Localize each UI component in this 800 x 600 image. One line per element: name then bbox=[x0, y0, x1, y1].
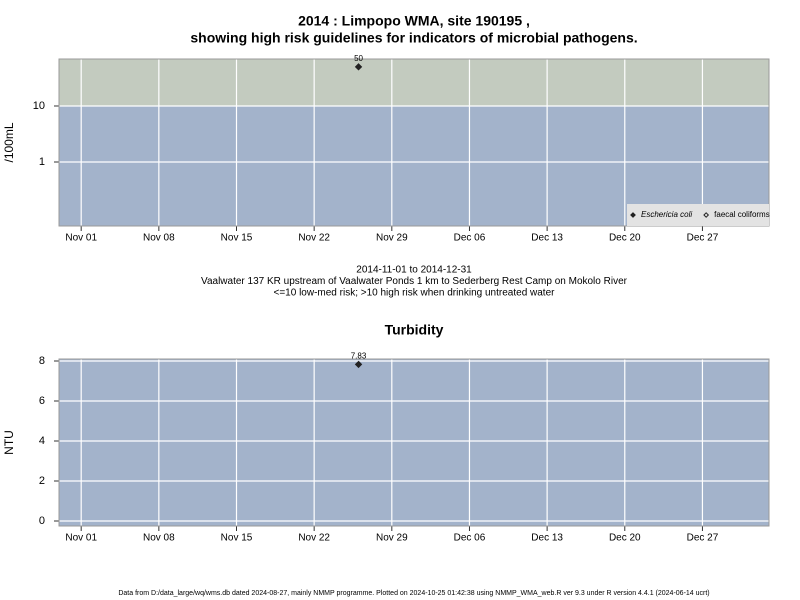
chart-title: Turbidity bbox=[385, 322, 444, 338]
plot-background bbox=[59, 359, 769, 526]
y-tick-label: 8 bbox=[39, 355, 45, 367]
x-tick-label: Dec 27 bbox=[687, 533, 719, 544]
data-point bbox=[354, 63, 363, 71]
x-tick-label: Dec 27 bbox=[687, 233, 719, 244]
data-label: 50 bbox=[354, 54, 363, 63]
x-tick-label: Dec 13 bbox=[531, 533, 563, 544]
x-tick-label: Dec 13 bbox=[531, 233, 563, 244]
high-risk-band bbox=[59, 59, 769, 106]
y-tick-label: 2 bbox=[39, 475, 45, 487]
x-tick-label: Nov 29 bbox=[376, 233, 408, 244]
legend-box bbox=[627, 204, 769, 226]
legend-label: Eschericia coli bbox=[641, 210, 692, 219]
x-tick-label: Nov 15 bbox=[221, 233, 253, 244]
x-tick-label: Nov 08 bbox=[143, 233, 175, 244]
subtitle: Vaalwater 137 KR upstream of Vaalwater P… bbox=[201, 276, 628, 287]
chart-title: 2014 : Limpopo WMA, site 190195 , bbox=[298, 13, 530, 29]
data-point bbox=[354, 360, 363, 369]
y-tick-label: 10 bbox=[33, 100, 45, 112]
x-tick-label: Dec 20 bbox=[609, 533, 641, 544]
x-tick-label: Nov 08 bbox=[143, 533, 175, 544]
x-tick-label: Dec 06 bbox=[454, 233, 486, 244]
chart-title: showing high risk guidelines for indicat… bbox=[190, 30, 637, 46]
x-tick-label: Dec 06 bbox=[454, 533, 486, 544]
x-tick-label: Nov 22 bbox=[298, 233, 330, 244]
y-axis-label: /100mL bbox=[2, 122, 16, 162]
data-label: 7.83 bbox=[351, 352, 367, 361]
x-tick-label: Nov 15 bbox=[221, 533, 253, 544]
plot-frame bbox=[58, 58, 770, 227]
plot-frame bbox=[58, 358, 770, 527]
y-tick-label: 0 bbox=[39, 515, 45, 527]
y-tick-label: 4 bbox=[39, 435, 45, 447]
legend-marker bbox=[703, 212, 710, 218]
y-tick-label: 6 bbox=[39, 395, 45, 407]
x-tick-label: Nov 01 bbox=[65, 533, 97, 544]
y-tick-label: 1 bbox=[39, 156, 45, 168]
legend-label: faecal coliforms bbox=[714, 210, 770, 219]
footer: Data from D:/data_large/wq/wms.db dated … bbox=[118, 590, 709, 597]
subtitle: 2014-11-01 to 2014-12-31 bbox=[356, 265, 472, 276]
x-tick-label: Dec 20 bbox=[609, 233, 641, 244]
x-tick-label: Nov 29 bbox=[376, 533, 408, 544]
subtitle: <=10 low-med risk; >10 high risk when dr… bbox=[274, 288, 556, 299]
y-axis-label: NTU bbox=[2, 430, 16, 455]
x-tick-label: Nov 22 bbox=[298, 533, 330, 544]
x-tick-label: Nov 01 bbox=[65, 233, 97, 244]
legend-marker bbox=[630, 212, 636, 218]
